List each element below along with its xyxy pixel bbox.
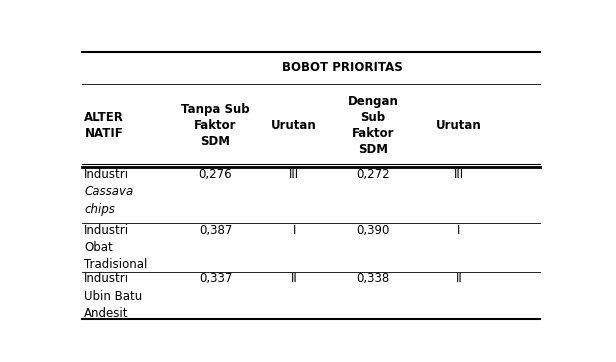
Text: Industri: Industri bbox=[84, 168, 129, 181]
Text: 0,337: 0,337 bbox=[199, 273, 232, 286]
Text: II: II bbox=[291, 273, 298, 286]
Text: Obat: Obat bbox=[84, 241, 113, 254]
Text: 0,272: 0,272 bbox=[356, 168, 390, 181]
Text: Industri: Industri bbox=[84, 273, 129, 286]
Text: Ubin Batu: Ubin Batu bbox=[84, 290, 142, 303]
Text: 0,387: 0,387 bbox=[199, 224, 232, 237]
Text: Tanpa Sub
Faktor
SDM: Tanpa Sub Faktor SDM bbox=[181, 103, 249, 148]
Text: I: I bbox=[293, 224, 296, 237]
Text: Dengan
Sub
Faktor
SDM: Dengan Sub Faktor SDM bbox=[347, 95, 399, 156]
Text: Tradisional: Tradisional bbox=[84, 258, 148, 271]
Text: 0,276: 0,276 bbox=[198, 168, 232, 181]
Text: Urutan: Urutan bbox=[436, 119, 482, 132]
Text: Andesit: Andesit bbox=[84, 307, 129, 320]
Text: III: III bbox=[454, 168, 464, 181]
Text: I: I bbox=[457, 224, 461, 237]
Text: chips: chips bbox=[84, 202, 115, 215]
Text: Cassava: Cassava bbox=[84, 185, 134, 198]
Text: II: II bbox=[456, 273, 462, 286]
Text: Industri: Industri bbox=[84, 224, 129, 237]
Text: 0,390: 0,390 bbox=[356, 224, 390, 237]
Text: III: III bbox=[289, 168, 299, 181]
Text: Urutan: Urutan bbox=[271, 119, 317, 132]
Text: BOBOT PRIORITAS: BOBOT PRIORITAS bbox=[282, 61, 402, 74]
Text: ALTER
NATIF: ALTER NATIF bbox=[84, 111, 124, 140]
Text: 0,338: 0,338 bbox=[357, 273, 389, 286]
